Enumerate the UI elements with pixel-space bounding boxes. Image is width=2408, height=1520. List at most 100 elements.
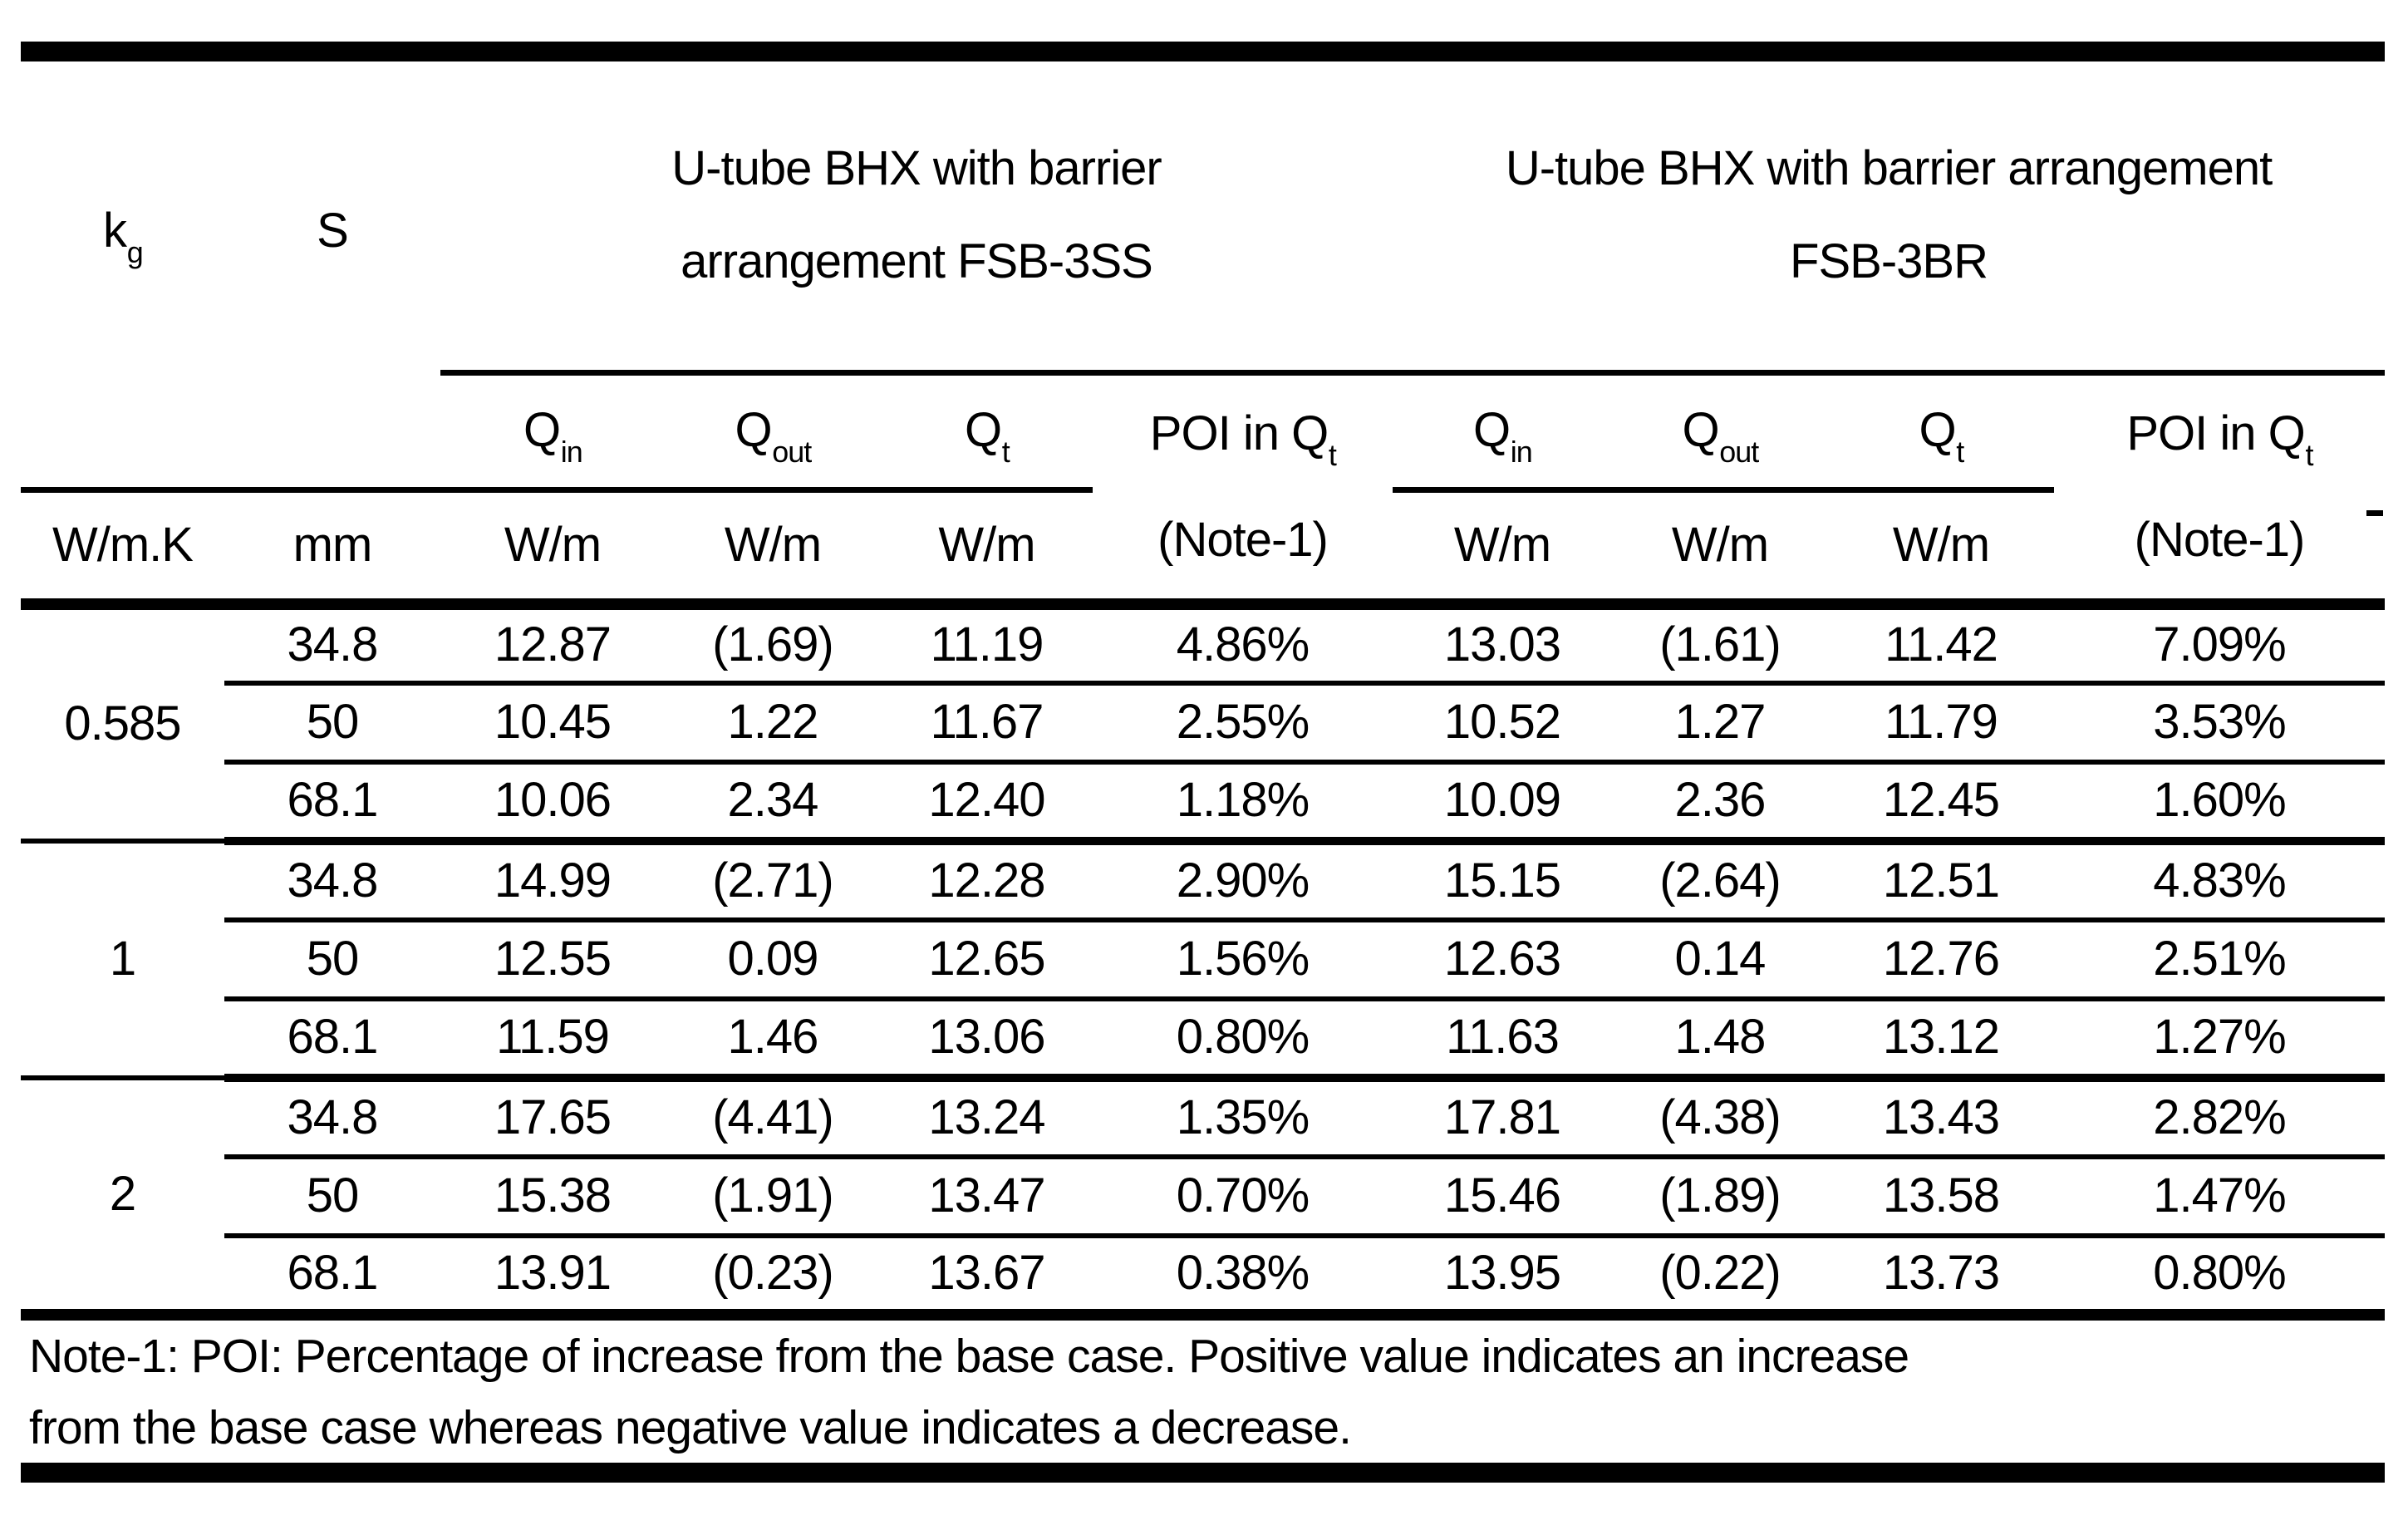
- cell-qout-ss: (1.91): [665, 1157, 881, 1238]
- cell-qin-ss: 11.59: [440, 999, 665, 1082]
- cell-poi-ss: 1.18%: [1093, 762, 1393, 845]
- cell-s: 68.1: [224, 762, 440, 845]
- cell-qout-br: 1.48: [1612, 999, 1828, 1082]
- cell-poi-ss: 1.35%: [1093, 1078, 1393, 1159]
- table-row: 0.585 34.8 12.87 (1.69) 11.19 4.86% 13.0…: [21, 604, 2386, 844]
- unit-qout-group1: W/m: [665, 489, 881, 610]
- unit-qin-group2: W/m: [1393, 489, 1612, 610]
- cell-s: 68.1: [224, 999, 440, 1082]
- cell-s: 50: [224, 683, 440, 765]
- cell-qin-ss: 10.45: [440, 683, 665, 765]
- header-poi-group1: POI in Qt (Note-1): [1093, 372, 1393, 610]
- header-s: S: [224, 42, 440, 372]
- units-row: W/m.K mm W/m W/m W/m W/m W/m W/m: [21, 489, 2385, 610]
- cell-poi-br: 2.82%: [2054, 1078, 2386, 1159]
- cell-s: 50: [224, 1157, 440, 1238]
- header-qin-group2: Qin: [1393, 372, 1612, 493]
- cell-qt-ss: 13.06: [881, 999, 1093, 1082]
- cell-qout-br: (2.64): [1612, 841, 1828, 922]
- cell-s: 34.8: [224, 604, 440, 686]
- cell-qout-br: 2.36: [1612, 762, 1828, 845]
- header-group-fsb3ss: U-tube BHX with barrier arrangement FSB-…: [440, 42, 1393, 376]
- group1-title-line2: arrangement FSB-3SS: [681, 234, 1153, 289]
- cell-poi-br: 1.60%: [2054, 762, 2386, 845]
- unit-kg: W/m.K: [21, 489, 224, 610]
- cell-qt-br: 13.43: [1828, 1078, 2054, 1159]
- table-row: 50 15.38 (1.91) 13.47 0.70% 15.46 (1.89)…: [21, 1157, 2386, 1238]
- note-line1: Note-1: POI: Percentage of increase from…: [29, 1330, 1909, 1384]
- cell-qout-br: 0.14: [1612, 920, 1828, 1001]
- cell-qin-br: 10.09: [1393, 762, 1612, 845]
- header-row-groups: kg S U-tube BHX with barrier arrangement…: [21, 42, 2386, 376]
- cell-qin-ss: 17.65: [440, 1078, 665, 1159]
- cell-s: 34.8: [224, 841, 440, 922]
- cell-kg: 0.585: [21, 604, 224, 844]
- cell-qin-ss: 12.55: [440, 920, 665, 1001]
- cell-qt-br: 12.51: [1828, 841, 2054, 922]
- header-qout-group1: Qout: [665, 372, 881, 493]
- cell-qout-br: (1.61): [1612, 604, 1828, 686]
- cell-qt-ss: 13.24: [881, 1078, 1093, 1159]
- cell-qt-br: 12.45: [1828, 762, 2054, 845]
- cell-qout-ss: 1.46: [665, 999, 881, 1082]
- group2-title-line1: U-tube BHX with barrier arrangement: [1505, 141, 2273, 196]
- cell-poi-br: 0.80%: [2054, 1236, 2386, 1321]
- cell-qin-ss: 14.99: [440, 841, 665, 922]
- unit-qin-group1: W/m: [440, 489, 665, 610]
- header-poi-group2: POI in Qt (Note-1): [2054, 372, 2386, 610]
- cell-qt-br: 13.12: [1828, 999, 2054, 1082]
- cell-qin-br: 15.46: [1393, 1157, 1612, 1238]
- cell-qt-br: 12.76: [1828, 920, 2054, 1001]
- cell-qin-br: 13.03: [1393, 604, 1612, 686]
- cell-poi-br: 2.51%: [2054, 920, 2386, 1001]
- group2-title-line2: FSB-3BR: [1790, 234, 1988, 289]
- cell-qt-br: 11.79: [1828, 683, 2054, 765]
- table-row: 2 34.8 17.65 (4.41) 13.24 1.35% 17.81 (4…: [21, 1078, 2386, 1321]
- cell-qout-ss: (1.69): [665, 604, 881, 686]
- cell-qout-ss: 1.22: [665, 683, 881, 765]
- table-row: 50 12.55 0.09 12.65 1.56% 12.63 0.14 12.…: [21, 920, 2386, 1001]
- cell-qt-br: 13.58: [1828, 1157, 2054, 1238]
- cell-s: 34.8: [224, 1078, 440, 1159]
- cell-poi-ss: 1.56%: [1093, 920, 1393, 1001]
- cell-qt-ss: 12.28: [881, 841, 1093, 922]
- poi-label: POI in Qt: [2126, 406, 2313, 472]
- cell-qout-ss: (0.23): [665, 1236, 881, 1321]
- cell-qt-br: 11.42: [1828, 604, 2054, 686]
- cell-s: 68.1: [224, 1236, 440, 1321]
- cell-qin-ss: 10.06: [440, 762, 665, 845]
- cell-qout-br: (1.89): [1612, 1157, 1828, 1238]
- header-kg: kg: [21, 42, 224, 372]
- unit-qt-group2: W/m: [1828, 489, 2054, 610]
- cell-qout-ss: 2.34: [665, 762, 881, 845]
- cell-qt-ss: 11.67: [881, 683, 1093, 765]
- table-row: 68.1 11.59 1.46 13.06 0.80% 11.63 1.48 1…: [21, 999, 2386, 1082]
- cell-qout-br: (4.38): [1612, 1078, 1828, 1159]
- line-stub: [2366, 510, 2383, 516]
- empty-cell: [224, 372, 440, 493]
- group1-title-line1: U-tube BHX with barrier: [671, 141, 1162, 196]
- header-row-q-labels: Qin Qout Qt POI in Qt (Note-1) Qin Qout …: [21, 372, 2386, 610]
- cell-poi-br: 7.09%: [2054, 604, 2386, 686]
- paper-table-page: kg S U-tube BHX with barrier arrangement…: [0, 42, 2408, 1520]
- header-qin-group1: Qin: [440, 372, 665, 493]
- cell-qin-br: 11.63: [1393, 999, 1612, 1082]
- cell-poi-br: 4.83%: [2054, 841, 2386, 922]
- kg-subscript: g: [126, 234, 144, 269]
- cell-poi-ss: 0.80%: [1093, 999, 1393, 1082]
- cell-poi-br: 3.53%: [2054, 683, 2386, 765]
- header-qt-group2: Qt: [1828, 372, 2054, 493]
- footnote-row: Note-1: POI: Percentage of increase from…: [21, 1315, 2385, 1394]
- cell-s: 50: [224, 920, 440, 1001]
- poi-label: POI in Qt: [1149, 406, 1337, 472]
- cell-qout-ss: (2.71): [665, 841, 881, 922]
- cell-qin-ss: 12.87: [440, 604, 665, 686]
- poi-note-ref: (Note-1): [1157, 512, 1329, 567]
- cell-qin-ss: 15.38: [440, 1157, 665, 1238]
- table-row: 50 10.45 1.22 11.67 2.55% 10.52 1.27 11.…: [21, 683, 2386, 765]
- cell-poi-ss: 4.86%: [1093, 604, 1393, 686]
- cell-qt-ss: 13.67: [881, 1236, 1093, 1321]
- cell-poi-br: 1.47%: [2054, 1157, 2386, 1238]
- cell-kg: 1: [21, 841, 224, 1080]
- cell-poi-br: 1.27%: [2054, 999, 2386, 1082]
